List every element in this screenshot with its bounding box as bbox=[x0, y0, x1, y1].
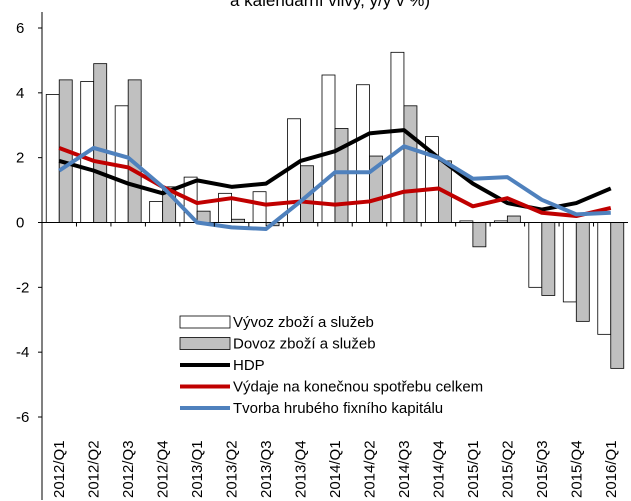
x-tick-label: 2015/Q4 bbox=[568, 440, 585, 498]
bar bbox=[334, 128, 349, 223]
bar bbox=[562, 222, 577, 303]
bar bbox=[541, 222, 556, 296]
legend-label: Tvorba hrubého fixního kapitálu bbox=[233, 400, 443, 417]
y-tick-label: 4 bbox=[16, 85, 24, 102]
x-tick-label: 2012/Q4 bbox=[155, 440, 172, 498]
x-tick-label: 2014/Q1 bbox=[327, 440, 344, 498]
line bbox=[58, 144, 611, 231]
y-tick-label: 6 bbox=[16, 20, 24, 37]
legend-label: Dovoz zboží a služeb bbox=[233, 336, 376, 353]
legend-swatch bbox=[179, 337, 231, 350]
x-tick-label: 2015/Q1 bbox=[465, 440, 482, 498]
legend-label: HDP bbox=[233, 357, 265, 374]
x-tick-label: 2012/Q2 bbox=[86, 440, 103, 498]
y-tick-label: 2 bbox=[16, 150, 24, 167]
x-tick-label: 2012/Q3 bbox=[120, 440, 137, 498]
bar bbox=[252, 191, 267, 223]
x-tick-label: 2015/Q2 bbox=[499, 440, 516, 498]
y-tick-label: -4 bbox=[16, 344, 29, 361]
bar bbox=[528, 222, 543, 288]
bar bbox=[390, 51, 405, 223]
x-tick-label: 2014/Q3 bbox=[396, 440, 413, 498]
x-tick-label: 2016/Q1 bbox=[603, 440, 620, 498]
x-tick-label: 2013/Q4 bbox=[293, 440, 310, 498]
bar bbox=[127, 79, 142, 223]
bar bbox=[45, 94, 60, 223]
bar bbox=[610, 222, 625, 369]
x-tick-label: 2013/Q2 bbox=[224, 440, 241, 498]
y-tick-label: 0 bbox=[16, 215, 24, 232]
bar bbox=[506, 215, 521, 223]
line bbox=[58, 146, 612, 219]
x-tick-label: 2012/Q1 bbox=[51, 440, 68, 498]
chart-title: a kalendářní vlivy, y/y v %) bbox=[230, 0, 430, 10]
bar bbox=[472, 222, 487, 248]
bar bbox=[321, 74, 336, 223]
legend-label: Vývoz zboží a služeb bbox=[233, 314, 374, 331]
x-tick-label: 2013/Q1 bbox=[189, 440, 206, 498]
bar bbox=[403, 105, 418, 223]
x-tick-label: 2015/Q3 bbox=[534, 440, 551, 498]
y-tick-label: -6 bbox=[16, 409, 29, 426]
legend-swatch bbox=[179, 315, 231, 329]
x-tick-label: 2013/Q3 bbox=[258, 440, 275, 498]
bar bbox=[149, 201, 164, 223]
bar bbox=[597, 222, 612, 335]
bar bbox=[575, 222, 590, 322]
x-tick-label: 2014/Q2 bbox=[361, 440, 378, 498]
x-tick-label: 2014/Q4 bbox=[430, 440, 447, 498]
legend-label: Výdaje na konečnou spotřebu celkem bbox=[233, 379, 483, 396]
bar bbox=[93, 63, 108, 223]
y-tick-label: -2 bbox=[16, 279, 29, 296]
